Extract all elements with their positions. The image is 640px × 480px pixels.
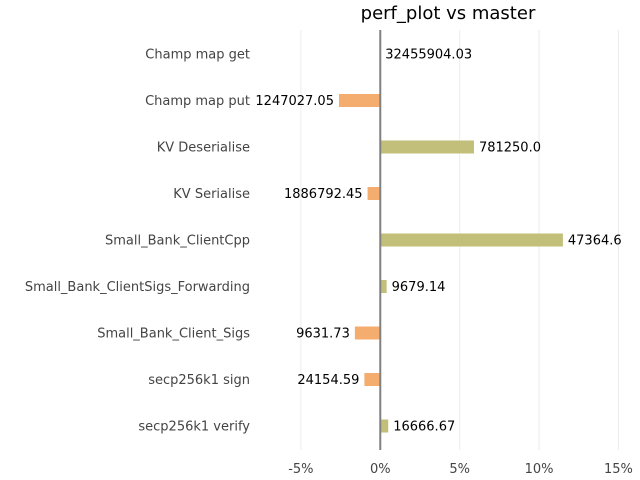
bar xyxy=(380,280,387,293)
value-label: 9631.73 xyxy=(296,327,350,342)
value-labels: 32455904.03 1247027.05 781250.0 1886792.45 4… xyxy=(255,48,621,435)
category-label: KV Deserialise xyxy=(157,141,250,156)
value-label: 1886792.45 xyxy=(284,187,363,202)
bars xyxy=(338,94,563,433)
bar xyxy=(380,419,389,433)
value-label: 781250.0 xyxy=(479,141,541,156)
value-label: 24154.59 xyxy=(297,373,359,388)
x-tick-label: -5% xyxy=(288,462,313,477)
category-label: Small_Bank_ClientCpp xyxy=(105,234,250,249)
x-tick-label: 15% xyxy=(604,462,633,477)
category-label: secp256k1 verify xyxy=(138,420,250,435)
x-tick-labels: -5% 0% 5% 10% 15% xyxy=(288,462,633,477)
category-label: KV Serialise xyxy=(173,187,250,202)
bar xyxy=(338,94,381,107)
bar xyxy=(364,373,381,386)
bar xyxy=(367,187,381,200)
category-label: Champ map put xyxy=(145,94,250,109)
value-label: 1247027.05 xyxy=(255,94,334,109)
value-label: 47364.6 xyxy=(568,234,622,249)
bar xyxy=(380,233,563,247)
category-label: Small_Bank_ClientSigs_Forwarding xyxy=(25,280,250,295)
category-labels: Champ map get Champ map put KV Deserialise… xyxy=(25,48,250,435)
bar xyxy=(354,326,381,340)
x-tick-label: 5% xyxy=(449,462,470,477)
value-label: 16666.67 xyxy=(393,420,455,435)
value-label: 9679.14 xyxy=(392,280,446,295)
category-label: Champ map get xyxy=(145,48,250,63)
category-label: Small_Bank_Client_Sigs xyxy=(97,327,250,342)
category-label: secp256k1 sign xyxy=(148,373,250,388)
bar xyxy=(380,140,474,154)
value-label: 32455904.03 xyxy=(385,48,472,63)
x-tick-label: 0% xyxy=(370,462,391,477)
x-tick-label: 10% xyxy=(525,462,554,477)
chart-title: perf_plot vs master xyxy=(361,3,536,24)
